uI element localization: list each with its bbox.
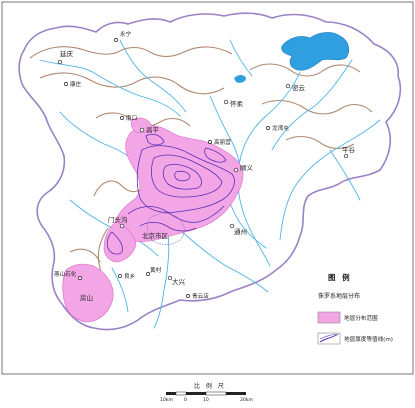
legend-label-stratum: 地层分布范围 — [344, 314, 378, 322]
legend-label-isoline: 地层厚度等值线(m) — [344, 335, 393, 343]
scale-bar: 比 例 尺 10km 0 10 20km — [160, 382, 254, 403]
miyun-reservoir — [281, 32, 350, 71]
place-label-miyun: 密云 — [292, 83, 306, 92]
stratum-main-area — [114, 125, 244, 242]
marker-huangcun — [146, 272, 150, 276]
marker-pinggu — [343, 153, 349, 159]
marker-yanqing — [57, 59, 63, 65]
place-label-shunyi: 顺义 — [240, 164, 254, 172]
place-markers: 延庆 怀柔 密云 平谷 顺义 昌平 门头沟 北京市区 通州 良乡 大兴 黄村 房… — [54, 30, 356, 302]
legend-swatch-isoline — [319, 333, 339, 343]
marker-longwantun — [266, 126, 270, 130]
place-label-beijing-urban: 北京市区 — [142, 231, 169, 240]
stratum-southwest-area — [62, 263, 114, 323]
place-label-changping: 昌平 — [146, 126, 160, 134]
scale-tick-10km-left: 10km — [160, 397, 174, 403]
legend-swatch-stratum — [317, 311, 341, 324]
marker-liangxiang — [118, 274, 122, 278]
marker-mentougou — [119, 223, 125, 229]
marker-yongning — [114, 38, 118, 42]
scale-tick-0: 0 — [184, 397, 187, 403]
place-label-yongning: 永宁 — [120, 30, 132, 38]
place-label-kangzhuang: 康庄 — [70, 80, 82, 88]
place-label-mentougou: 门头沟 — [108, 215, 128, 224]
place-label-liangxiang: 良乡 — [124, 272, 135, 280]
marker-nankou — [120, 116, 124, 120]
place-label-huairou: 怀柔 — [230, 99, 244, 108]
place-label-tongzhou: 通州 — [234, 227, 247, 236]
place-label-nankou: 南口 — [126, 114, 137, 122]
scale-title: 比 例 尺 — [194, 382, 226, 390]
marker-tongzhou — [229, 223, 235, 229]
scale-tick-20km: 20km — [240, 397, 254, 403]
marker-huairou — [223, 99, 229, 105]
legend-subtitle: 侏罗系地层分布 — [318, 292, 360, 300]
place-label-longwantun: 龙湾屯 — [272, 124, 289, 132]
place-label-gaoliying: 高丽营 — [214, 138, 231, 146]
legend-swatch-isoline-2 — [319, 333, 337, 340]
place-label-yanqing: 延庆 — [60, 49, 74, 58]
place-label-daxing: 大兴 — [172, 277, 186, 286]
stratum-north-area — [130, 117, 153, 134]
beijing-boundary — [18, 12, 402, 331]
mountain-contours — [29, 46, 373, 307]
place-label-fangshan: 房山 — [80, 293, 93, 302]
scale-seg-5 — [226, 392, 246, 395]
marker-yanshan — [78, 276, 82, 280]
legend-title: 图 例 — [328, 272, 352, 282]
scale-seg-2 — [175, 391, 187, 396]
marker-gaoliying — [208, 140, 212, 144]
scale-seg-1 — [166, 392, 176, 395]
river-network — [39, 39, 381, 329]
place-label-yanshan: 燕山石化 — [54, 270, 77, 278]
scale-seg-4 — [205, 391, 227, 396]
marker-shunyi — [233, 167, 239, 173]
place-label-pinggu: 平谷 — [342, 145, 356, 154]
marker-kangzhuang — [64, 82, 68, 86]
thickness-isolines — [106, 134, 235, 255]
marker-daxing — [167, 275, 173, 281]
legend: 图 例 侏罗系地层分布 地层分布范围 地层厚度等值线(m) — [317, 272, 393, 345]
place-label-qingyundian: 青云店 — [192, 292, 209, 300]
huairou-reservoir — [234, 75, 246, 83]
scale-tick-10: 10 — [203, 397, 209, 403]
marker-miyun — [285, 83, 291, 89]
place-label-huangcun: 黄村 — [150, 266, 162, 274]
marker-changping — [139, 127, 145, 133]
marker-qingyundian — [186, 294, 190, 298]
urban-district-outline — [146, 213, 185, 245]
scale-seg-3 — [186, 392, 206, 395]
